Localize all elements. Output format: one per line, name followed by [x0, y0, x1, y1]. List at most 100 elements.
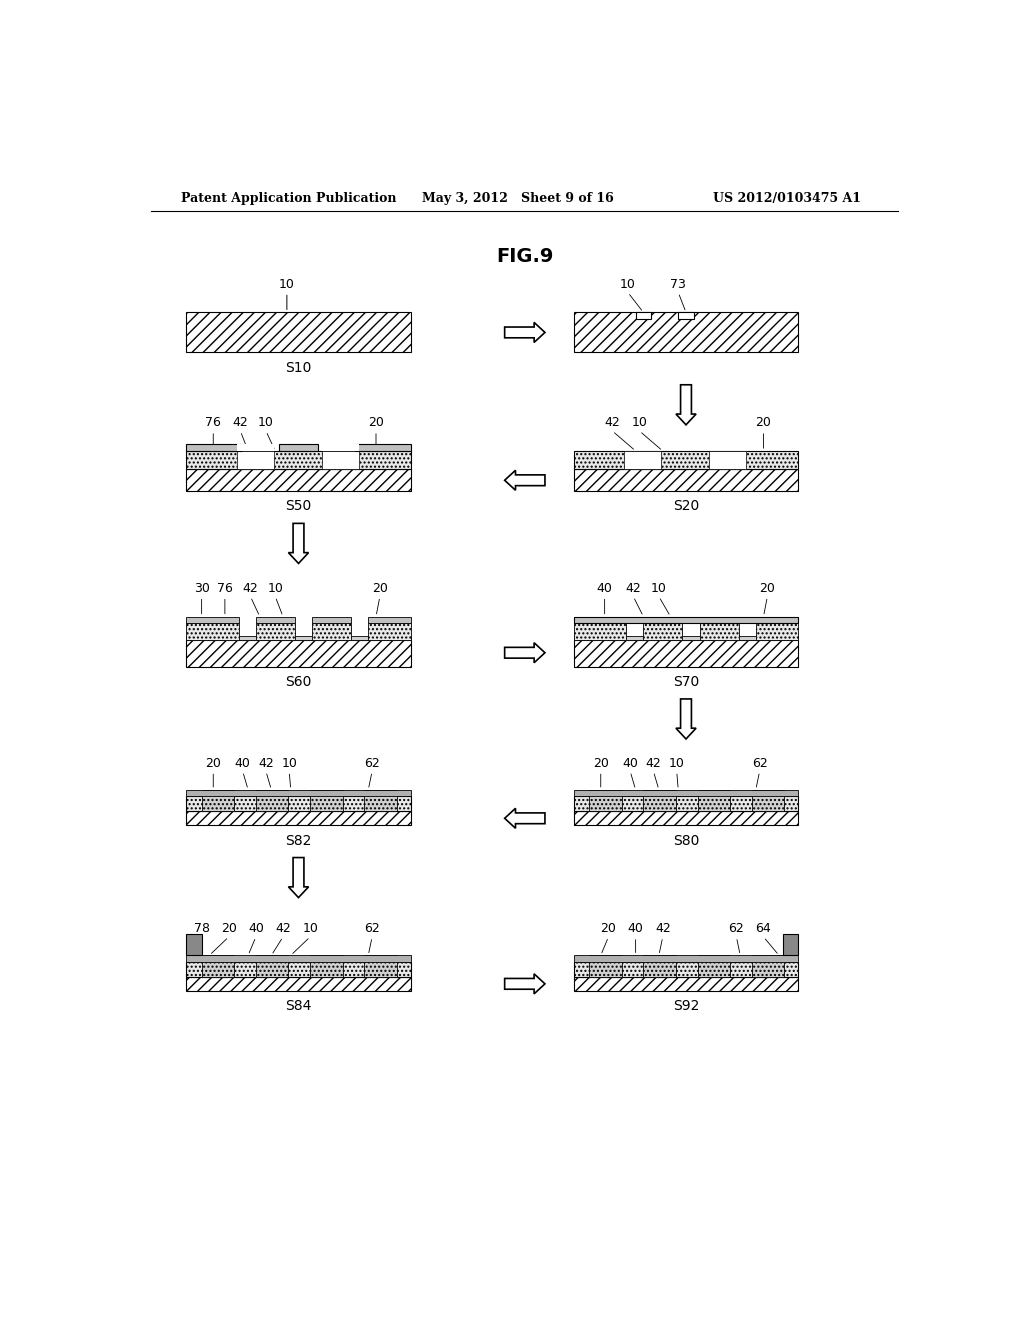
- Bar: [783, 933, 799, 956]
- Bar: [573, 623, 627, 640]
- Bar: [752, 789, 784, 812]
- Text: 73: 73: [671, 277, 686, 290]
- Text: S70: S70: [673, 675, 699, 689]
- Bar: [700, 623, 738, 640]
- Bar: [573, 796, 799, 812]
- Polygon shape: [505, 322, 545, 342]
- Bar: [573, 313, 799, 352]
- Text: 20: 20: [760, 582, 775, 595]
- Polygon shape: [289, 524, 308, 564]
- Polygon shape: [505, 974, 545, 994]
- Text: 10: 10: [651, 582, 667, 595]
- Text: 20: 20: [221, 923, 237, 936]
- Bar: [697, 789, 730, 812]
- Text: 30: 30: [194, 582, 210, 595]
- Bar: [573, 789, 799, 796]
- Text: 42: 42: [604, 416, 621, 429]
- Bar: [186, 796, 411, 812]
- Bar: [365, 956, 397, 977]
- Bar: [678, 313, 693, 318]
- Text: 40: 40: [597, 582, 612, 595]
- Bar: [186, 956, 411, 961]
- Bar: [697, 956, 730, 977]
- Text: 20: 20: [206, 756, 221, 770]
- Bar: [573, 977, 799, 991]
- Text: 62: 62: [365, 923, 380, 936]
- Text: 20: 20: [756, 416, 771, 429]
- Bar: [186, 444, 242, 451]
- Text: 10: 10: [632, 416, 647, 429]
- Text: 40: 40: [623, 756, 638, 770]
- Bar: [310, 789, 343, 812]
- Text: 10: 10: [620, 277, 636, 290]
- Text: 10: 10: [279, 277, 295, 290]
- Bar: [237, 451, 273, 470]
- Text: US 2012/0103475 A1: US 2012/0103475 A1: [713, 191, 861, 205]
- Bar: [237, 444, 273, 451]
- Bar: [280, 444, 317, 451]
- Polygon shape: [289, 858, 308, 898]
- Bar: [202, 789, 234, 812]
- Bar: [310, 956, 343, 977]
- Bar: [573, 961, 799, 977]
- Bar: [573, 640, 799, 667]
- Text: 42: 42: [645, 756, 662, 770]
- Text: S50: S50: [286, 499, 311, 513]
- Bar: [256, 616, 295, 623]
- Text: 78: 78: [194, 923, 210, 936]
- Bar: [256, 789, 289, 812]
- Bar: [256, 956, 289, 977]
- Polygon shape: [505, 808, 545, 829]
- Bar: [573, 470, 799, 491]
- Bar: [573, 956, 799, 961]
- Text: 42: 42: [258, 756, 273, 770]
- Bar: [186, 313, 411, 352]
- Text: 62: 62: [728, 923, 744, 936]
- Text: S82: S82: [286, 834, 311, 847]
- Bar: [589, 956, 622, 977]
- Bar: [643, 789, 676, 812]
- Text: 42: 42: [655, 923, 671, 936]
- Text: 76: 76: [217, 582, 232, 595]
- Bar: [186, 451, 411, 470]
- Text: 20: 20: [368, 416, 384, 429]
- Text: 10: 10: [302, 923, 318, 936]
- Text: 42: 42: [243, 582, 258, 595]
- Bar: [322, 451, 359, 470]
- Text: 40: 40: [248, 923, 264, 936]
- Polygon shape: [676, 385, 696, 425]
- Polygon shape: [505, 470, 545, 490]
- Bar: [573, 616, 799, 623]
- Bar: [186, 470, 411, 491]
- Text: S80: S80: [673, 834, 699, 847]
- Bar: [355, 444, 411, 451]
- Text: 42: 42: [275, 923, 291, 936]
- Bar: [573, 812, 799, 825]
- Bar: [186, 636, 411, 640]
- Bar: [186, 933, 202, 956]
- Text: FIG.9: FIG.9: [496, 247, 554, 267]
- Bar: [573, 451, 799, 470]
- Text: 62: 62: [752, 756, 768, 770]
- Text: 20: 20: [593, 756, 608, 770]
- Bar: [202, 956, 234, 977]
- Bar: [573, 636, 799, 640]
- Bar: [186, 623, 239, 640]
- Bar: [186, 961, 411, 977]
- Bar: [312, 623, 351, 640]
- Bar: [365, 789, 397, 812]
- Text: S92: S92: [673, 999, 699, 1014]
- Bar: [636, 313, 651, 318]
- Bar: [643, 623, 682, 640]
- Polygon shape: [676, 700, 696, 739]
- Bar: [643, 956, 676, 977]
- Text: 10: 10: [282, 756, 297, 770]
- Text: S20: S20: [673, 499, 699, 513]
- Bar: [710, 451, 746, 470]
- Bar: [186, 977, 411, 991]
- Text: 10: 10: [258, 416, 273, 429]
- Text: S84: S84: [286, 999, 311, 1014]
- Bar: [369, 623, 411, 640]
- Text: 42: 42: [626, 582, 641, 595]
- Text: Patent Application Publication: Patent Application Publication: [180, 191, 396, 205]
